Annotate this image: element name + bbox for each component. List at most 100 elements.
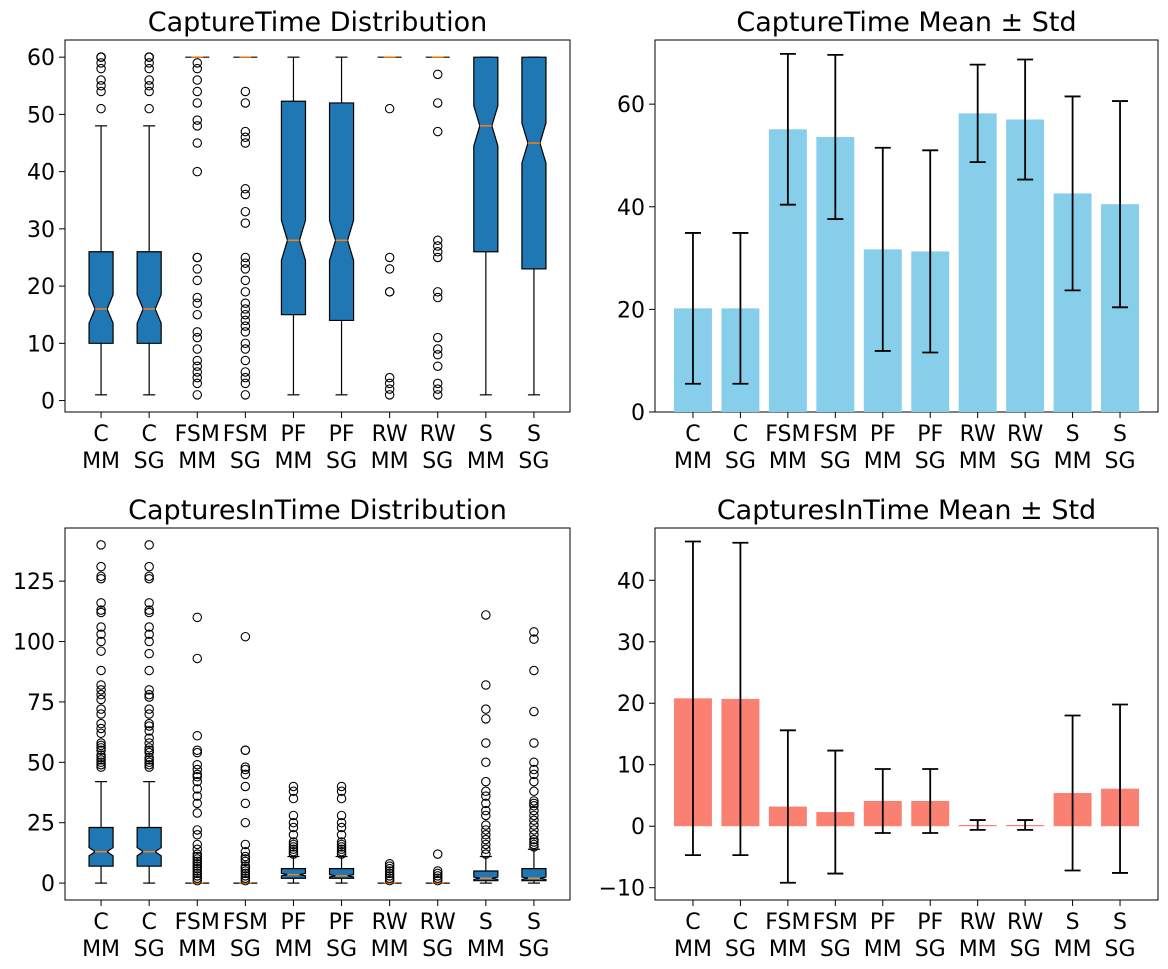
- outlier-point: [240, 851, 251, 862]
- outlier-point: [240, 372, 251, 383]
- outlier-point: [240, 839, 251, 850]
- outlier-point: [96, 52, 106, 62]
- outlier-point: [192, 327, 203, 337]
- outlier-point: [240, 861, 251, 871]
- x-tick-label: FSM MM: [765, 910, 810, 962]
- x-tick-label-line: SG: [1010, 449, 1041, 474]
- outlier-point: [529, 665, 539, 676]
- outlier-point: [192, 166, 203, 177]
- x-tick-label: S MM: [1054, 910, 1092, 962]
- outlier-point: [192, 309, 203, 320]
- outlier-point: [96, 740, 106, 751]
- x-tick-label: FSM SG: [223, 910, 268, 962]
- outlier-point: [240, 856, 251, 867]
- outlier-point: [192, 75, 203, 85]
- outlier-point: [432, 98, 443, 108]
- outlier-point: [96, 704, 106, 714]
- x-tick-label-line: S: [1066, 422, 1080, 447]
- outlier-point: [336, 839, 347, 850]
- outlier-point: [192, 344, 203, 354]
- box-body: [521, 56, 547, 270]
- outlier-point: [288, 839, 299, 850]
- outlier-point: [144, 63, 154, 74]
- box-10: [521, 56, 547, 396]
- x-tick-label-line: FSM: [223, 910, 268, 935]
- chart-title: CaptureTime Distribution: [148, 7, 488, 38]
- axes-frame: [654, 39, 1159, 413]
- outlier-point: [144, 636, 154, 647]
- y-tick-label: 40: [27, 161, 55, 186]
- x-tick-label: PF MM: [274, 422, 312, 474]
- outlier-point: [529, 786, 539, 797]
- outlier-point: [336, 830, 347, 840]
- outlier-point: [192, 264, 203, 274]
- outlier-point: [432, 292, 443, 303]
- outlier-point: [384, 863, 395, 874]
- outlier-point: [240, 287, 251, 297]
- outlier-point: [144, 648, 154, 659]
- outlier-point: [529, 738, 539, 748]
- x-tick-label-line: MM: [178, 449, 216, 474]
- outlier-point: [192, 653, 203, 664]
- x-tick-label: PF MM: [864, 422, 902, 474]
- box-3: [185, 612, 210, 886]
- box-4: [233, 56, 258, 400]
- outlier-point: [144, 607, 154, 618]
- outlier-point: [481, 704, 491, 714]
- box-body: [280, 100, 307, 316]
- outlier-point: [192, 808, 203, 818]
- outlier-point: [192, 367, 203, 377]
- x-tick-label-line: MM: [371, 449, 409, 474]
- x-tick-label: RW MM: [371, 422, 409, 474]
- x-tick-label-line: MM: [769, 937, 807, 962]
- y-tick-label: 50: [27, 103, 55, 128]
- outlier-point: [432, 235, 443, 246]
- box-body: [280, 867, 307, 879]
- x-tick-label: RW SG: [420, 910, 456, 962]
- box-2: [136, 52, 162, 396]
- x-tick-label: FSM SG: [223, 422, 268, 474]
- x-tick-label-line: SG: [1105, 937, 1136, 962]
- outlier-point: [96, 709, 106, 719]
- x-tick-label: C MM: [82, 910, 120, 962]
- outlier-point: [336, 849, 347, 859]
- x-tick-label-line: S: [479, 910, 493, 935]
- x-tick-label: S SG: [1105, 422, 1136, 474]
- outlier-point: [240, 798, 251, 809]
- outlier-point: [240, 762, 251, 772]
- x-tick-label-line: S: [527, 422, 541, 447]
- y-tick-label: 0: [631, 401, 645, 426]
- outlier-point: [288, 844, 299, 855]
- outlier-point: [96, 752, 106, 763]
- outlier-point: [144, 685, 154, 695]
- box-body: [88, 826, 114, 867]
- outlier-point: [144, 757, 154, 768]
- box-body: [473, 56, 499, 253]
- outlier-point: [192, 859, 203, 869]
- x-tick-label-line: SG: [326, 937, 357, 962]
- outlier-point: [144, 573, 154, 584]
- x-tick-label: FSM MM: [765, 422, 810, 474]
- outlier-point: [240, 98, 251, 108]
- x-tick-label-line: MM: [467, 937, 505, 962]
- y-tick-label: 40: [617, 569, 645, 594]
- outlier-point: [144, 665, 154, 676]
- y-tick-label: 60: [27, 46, 55, 71]
- x-tick-label-line: S: [1066, 910, 1080, 935]
- outlier-point: [96, 81, 106, 91]
- outlier-point: [240, 873, 251, 884]
- x-tick-label-line: MM: [274, 937, 312, 962]
- outlier-point: [96, 573, 106, 584]
- outlier-point: [96, 540, 106, 550]
- outlier-point: [144, 81, 154, 91]
- x-tick-label-line: SG: [1010, 937, 1041, 962]
- outlier-point: [384, 390, 395, 400]
- outlier-point: [192, 769, 203, 780]
- outlier-point: [240, 854, 251, 864]
- outlier-point: [481, 820, 491, 830]
- x-tick-label-line: FSM: [813, 422, 858, 447]
- outlier-point: [240, 264, 251, 274]
- y-tick-label: 30: [27, 218, 55, 243]
- x-tick-label: FSM MM: [175, 422, 220, 474]
- x-tick-label-line: C: [141, 422, 156, 447]
